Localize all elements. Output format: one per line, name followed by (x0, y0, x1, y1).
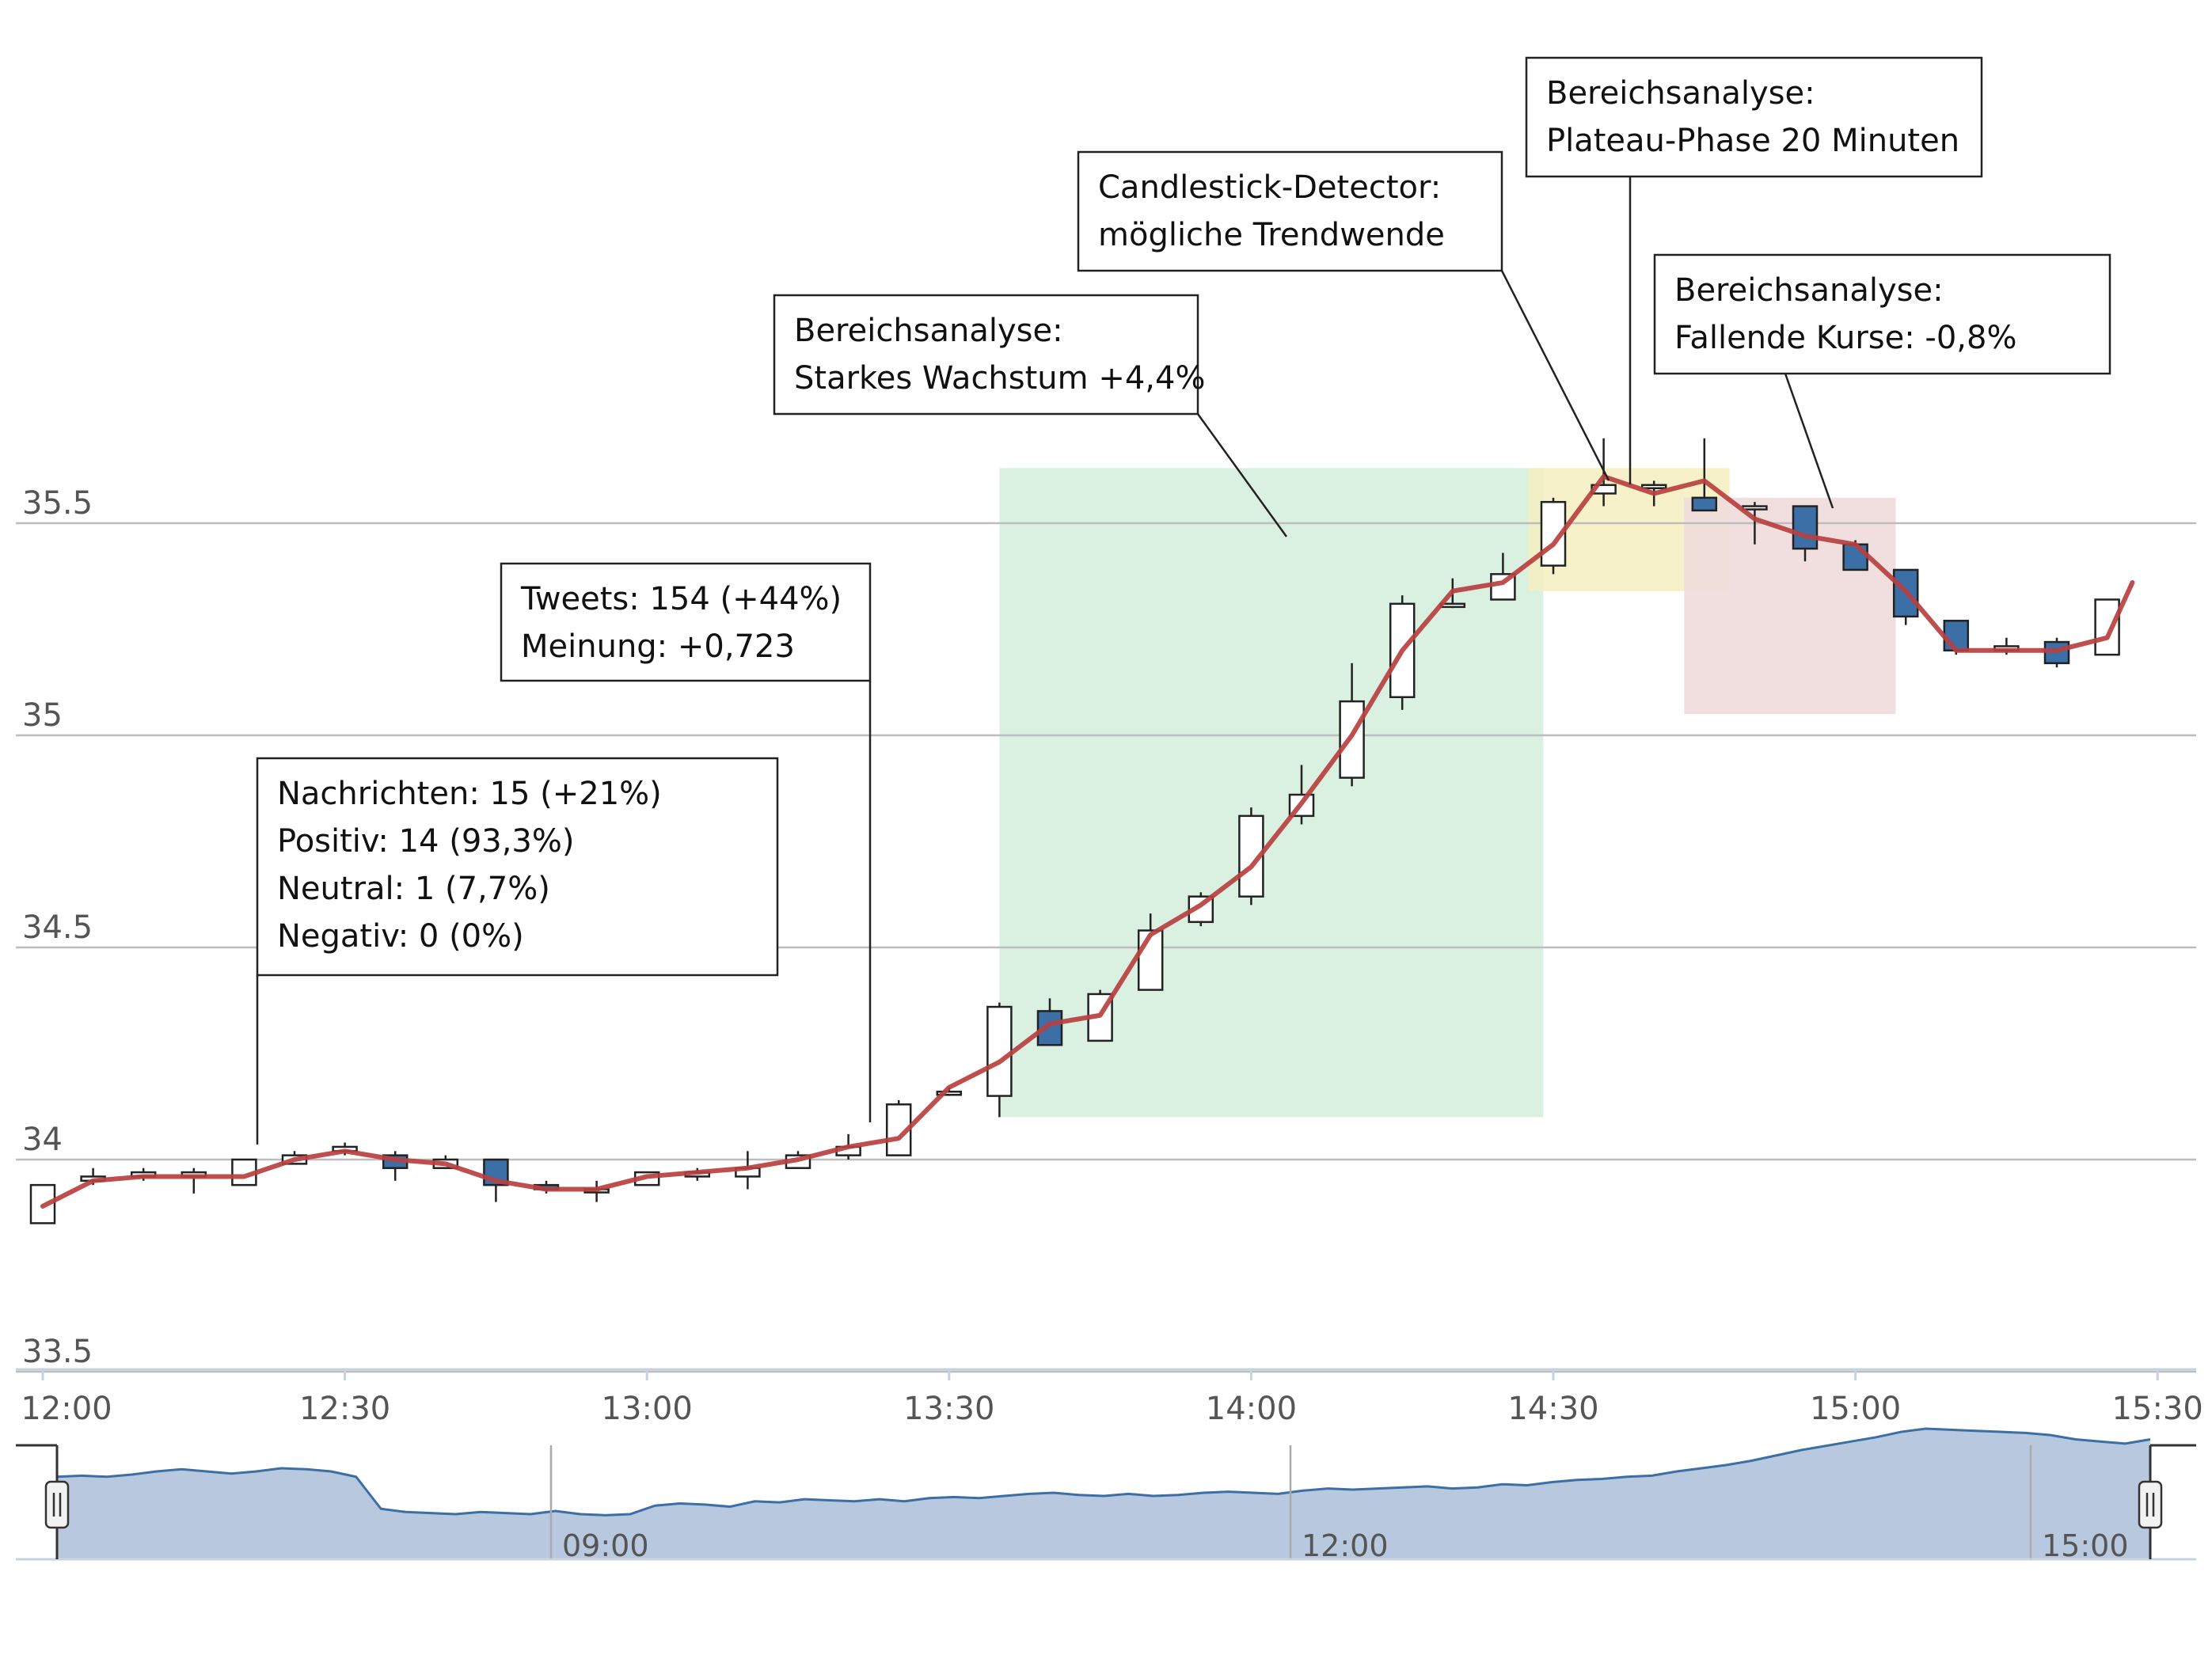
annotation-connector (1500, 270, 1610, 481)
annotation-connector (1784, 373, 1834, 509)
x-tick-label: 12:00 (21, 1391, 112, 1427)
y-tick-label: 34.5 (22, 909, 93, 946)
y-tick-label: 35 (22, 697, 63, 734)
highlight-bands (999, 468, 1896, 1118)
annotation-callout: Tweets: 154 (+44%) Meinung: +0,723 (500, 562, 872, 1122)
annotation-text: Bereichsanalyse: (1546, 75, 1815, 112)
candle[interactable] (1137, 913, 1164, 991)
navigator[interactable]: 09:00 12:00 15:00 (16, 1427, 2196, 1563)
candle-body (1137, 929, 1164, 991)
annotation-text: Fallende Kurse: -0,8% (1674, 320, 2016, 356)
annotation-callout: Candlestick-Detector: mögliche Trendwende (1077, 150, 1610, 481)
y-tick-label: 34 (22, 1122, 63, 1158)
candle-body (1943, 620, 1970, 652)
red-band (1684, 497, 1896, 715)
annotation-text: Neutral: 1 (7,7%) (277, 871, 550, 907)
candle-body (936, 1090, 963, 1096)
navigator-line (56, 1427, 2151, 1517)
annotation-text: Candlestick-Detector: (1098, 169, 1441, 206)
navigator-tick-label: 12:00 (1302, 1528, 1389, 1563)
annotation-callout: Bereichsanalyse: Starkes Wachstum +4,4% (773, 294, 1288, 537)
annotation-callout: Bereichsanalyse: Plateau-Phase 20 Minuten (1525, 56, 1983, 484)
navigator-handle-right[interactable] (2138, 1445, 2163, 1559)
annotation-text: mögliche Trendwende (1098, 217, 1445, 253)
handle-grip[interactable] (2138, 1480, 2163, 1529)
annotation-text: Bereichsanalyse: (1674, 272, 1944, 309)
trend-polyline (40, 474, 2135, 1209)
candle-body (1640, 484, 1667, 490)
annotation-text: Nachrichten: 15 (+21%) (277, 776, 662, 812)
annotation-text: Plateau-Phase 20 Minuten (1546, 123, 1959, 159)
x-axis: 12:00 12:30 13:00 13:30 14:00 14:30 15:00 15:30 (16, 1368, 2203, 1427)
y-tick-label: 33.5 (22, 1334, 93, 1370)
annotation-box (1525, 56, 1983, 178)
candle[interactable] (1691, 438, 1718, 512)
navigator-handle-left[interactable] (44, 1445, 70, 1559)
candle[interactable] (2094, 598, 2120, 656)
x-tick-label: 13:00 (602, 1391, 693, 1427)
annotation-text: Meinung: +0,723 (521, 628, 795, 665)
x-tick-label: 15:00 (1810, 1391, 1901, 1427)
navigator-tick-label: 15:00 (2042, 1528, 2129, 1563)
candle[interactable] (1339, 662, 1365, 787)
annotation-text: Bereichsanalyse: (794, 313, 1063, 349)
candle-body (1892, 568, 1919, 618)
handle-grip[interactable] (44, 1480, 70, 1529)
annotation-box (1653, 253, 2111, 375)
candle-body (1742, 505, 1768, 511)
x-tick-label: 14:30 (1507, 1391, 1598, 1427)
x-tick-label: 12:30 (299, 1391, 390, 1427)
candle[interactable] (382, 1151, 409, 1181)
candle[interactable] (1892, 568, 1919, 625)
annotation-text: Negativ: 0 (0%) (277, 918, 524, 955)
annotation-text: Positiv: 14 (93,3%) (277, 823, 575, 860)
annotation-box (773, 294, 1199, 416)
annotation-text: Tweets: 154 (+44%) (520, 581, 842, 617)
x-tick-label: 14:00 (1206, 1391, 1297, 1427)
candle-body (1842, 543, 1868, 571)
candle-body (1691, 496, 1718, 512)
x-tick-label: 15:30 (2112, 1391, 2203, 1427)
annotation-box (256, 757, 779, 977)
candle-body (1339, 700, 1365, 779)
candle-body (1792, 505, 1819, 550)
y-tick-labels: 33.5 34 34.5 35 35.5 (22, 485, 93, 1370)
candle[interactable] (181, 1167, 207, 1194)
annotations: Nachrichten: 15 (+21%) Positiv: 14 (93,3%… (256, 56, 2111, 1145)
candle-body (2094, 598, 2120, 656)
annotation-box (500, 562, 872, 682)
annotation-callout: Bereichsanalyse: Fallende Kurse: -0,8% (1653, 253, 2111, 509)
annotation-text: Starkes Wachstum +4,4% (794, 360, 1205, 397)
navigator-area (57, 1429, 2150, 1559)
y-tick-label: 35.5 (22, 485, 93, 522)
annotation-connector (1196, 413, 1288, 537)
annotation-box (1077, 150, 1503, 272)
annotation-callout: Nachrichten: 15 (+21%) Positiv: 14 (93,3%… (256, 757, 779, 1145)
x-tick-label: 13:30 (903, 1391, 994, 1427)
navigator-tick-label: 09:00 (562, 1528, 649, 1563)
candle-body (986, 1005, 1013, 1097)
trend-line (40, 474, 2135, 1209)
